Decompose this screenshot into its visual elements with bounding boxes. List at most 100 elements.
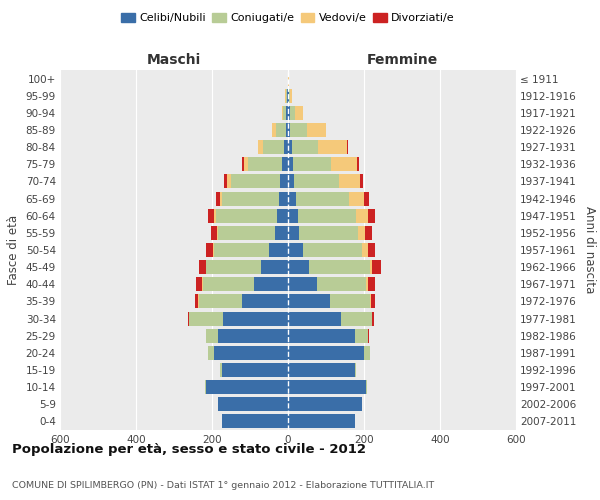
Bar bbox=[199, 260, 206, 274]
Bar bbox=[262, 260, 288, 274]
Bar bbox=[286, 123, 288, 137]
Bar bbox=[371, 312, 373, 326]
Bar bbox=[289, 88, 290, 102]
Bar bbox=[269, 243, 288, 257]
Bar bbox=[288, 192, 296, 205]
Bar bbox=[360, 174, 363, 188]
Bar bbox=[220, 363, 221, 377]
Bar bbox=[221, 363, 288, 377]
Bar bbox=[364, 192, 368, 205]
Bar bbox=[254, 278, 288, 291]
Bar bbox=[331, 158, 357, 172]
Bar bbox=[358, 226, 365, 240]
Bar bbox=[319, 140, 347, 154]
Bar bbox=[288, 363, 355, 377]
Bar bbox=[288, 380, 366, 394]
Bar bbox=[231, 174, 280, 188]
Bar bbox=[299, 226, 358, 240]
Bar bbox=[211, 226, 217, 240]
Bar bbox=[196, 278, 202, 291]
Bar bbox=[277, 208, 288, 222]
Bar bbox=[288, 208, 298, 222]
Bar bbox=[290, 123, 307, 137]
Bar bbox=[368, 328, 369, 342]
Bar bbox=[208, 346, 214, 360]
Y-axis label: Anni di nascita: Anni di nascita bbox=[583, 206, 596, 294]
Bar bbox=[288, 294, 330, 308]
Bar bbox=[224, 174, 227, 188]
Text: Femmine: Femmine bbox=[367, 52, 437, 66]
Bar bbox=[355, 363, 356, 377]
Bar bbox=[288, 312, 341, 326]
Bar bbox=[220, 192, 221, 205]
Legend: Celibi/Nubili, Coniugati/e, Vedovi/e, Divorziati/e: Celibi/Nubili, Coniugati/e, Vedovi/e, Di… bbox=[117, 8, 459, 28]
Bar bbox=[296, 192, 349, 205]
Bar bbox=[288, 88, 289, 102]
Bar bbox=[288, 123, 290, 137]
Bar bbox=[202, 278, 203, 291]
Text: Popolazione per età, sesso e stato civile - 2012: Popolazione per età, sesso e stato civil… bbox=[12, 442, 366, 456]
Bar bbox=[217, 226, 218, 240]
Bar bbox=[288, 174, 294, 188]
Bar bbox=[293, 158, 331, 172]
Bar bbox=[214, 346, 288, 360]
Bar bbox=[288, 158, 293, 172]
Bar bbox=[340, 174, 360, 188]
Bar bbox=[307, 123, 326, 137]
Bar bbox=[221, 414, 288, 428]
Bar bbox=[227, 174, 231, 188]
Bar bbox=[248, 158, 283, 172]
Bar bbox=[286, 106, 288, 120]
Bar bbox=[290, 106, 295, 120]
Bar bbox=[288, 346, 364, 360]
Bar bbox=[206, 380, 288, 394]
Bar bbox=[366, 278, 368, 291]
Bar bbox=[288, 106, 290, 120]
Bar bbox=[370, 260, 371, 274]
Bar bbox=[371, 294, 376, 308]
Bar bbox=[263, 140, 284, 154]
Bar bbox=[294, 174, 340, 188]
Bar bbox=[257, 140, 263, 154]
Bar bbox=[242, 158, 244, 172]
Bar bbox=[317, 278, 366, 291]
Bar bbox=[288, 414, 355, 428]
Bar bbox=[298, 208, 356, 222]
Bar bbox=[272, 123, 276, 137]
Bar bbox=[288, 226, 299, 240]
Bar bbox=[370, 294, 371, 308]
Bar bbox=[216, 208, 277, 222]
Bar bbox=[278, 192, 288, 205]
Bar bbox=[292, 140, 319, 154]
Bar bbox=[368, 208, 374, 222]
Bar bbox=[368, 243, 376, 257]
Bar bbox=[244, 158, 248, 172]
Bar bbox=[275, 226, 288, 240]
Bar bbox=[364, 346, 370, 360]
Bar bbox=[199, 294, 242, 308]
Bar bbox=[221, 192, 278, 205]
Bar bbox=[188, 312, 189, 326]
Bar bbox=[365, 226, 372, 240]
Bar bbox=[349, 192, 364, 205]
Bar bbox=[357, 158, 359, 172]
Bar bbox=[189, 312, 223, 326]
Bar bbox=[203, 278, 254, 291]
Bar bbox=[362, 243, 368, 257]
Bar bbox=[280, 174, 288, 188]
Bar bbox=[205, 380, 206, 394]
Bar bbox=[213, 243, 214, 257]
Bar bbox=[283, 106, 286, 120]
Bar bbox=[341, 312, 371, 326]
Bar bbox=[288, 140, 292, 154]
Bar bbox=[371, 260, 381, 274]
Bar bbox=[288, 328, 355, 342]
Bar bbox=[366, 380, 367, 394]
Bar bbox=[355, 328, 368, 342]
Bar bbox=[214, 243, 269, 257]
Bar bbox=[373, 312, 374, 326]
Bar bbox=[288, 243, 303, 257]
Bar bbox=[276, 123, 286, 137]
Text: Maschi: Maschi bbox=[147, 52, 201, 66]
Bar bbox=[223, 312, 288, 326]
